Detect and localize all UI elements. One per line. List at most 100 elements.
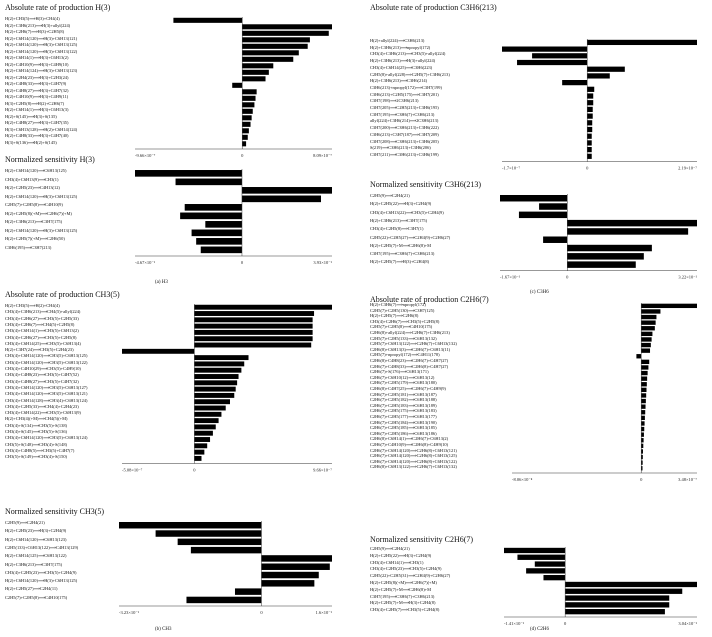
bar [641,382,647,387]
bar [565,602,670,608]
category-label: H(2)+C4H8(33)⟹H(3)+C4H7(9) [5,81,67,86]
category-label: C3H7(211)⟹C3H6(213)+C3H6(199) [370,151,439,157]
category-label: S(219)⟹C3H6(213)+C3H6(206) [370,145,431,151]
bar [200,246,242,254]
category-label: C2H6(7)+C6H14(120)⟹C2H6(8)+C6H13(122) [370,458,457,464]
bar [194,361,245,367]
bar [194,380,238,386]
bar [194,304,332,310]
category-label: C2H5(7)+C6H13(122)⟹C2H6(7)+C6H13(132) [370,341,457,347]
bar [641,348,651,353]
category-label: C2H6(7)+C2H5(184)⟹C6H13(190) [370,419,437,425]
category-label: C2H5(7)+C2H5(8)⟹C4H10(175) [370,324,433,330]
bar [587,66,625,72]
category-label: CH3(4)+C2H6(27)⟹CH3(5)+C2H5(8) [5,334,77,340]
bar [587,126,593,133]
category-label: CH3(4)+C6H14(120)⟹CH3(5)+C6H13(124) [5,435,88,441]
bar [517,554,566,560]
category-label: H(3)+C6H13(128)⟹H(2)+C6H14(124) [5,126,78,132]
category-label: C3H6(213)+C3H7(187)⟹C3H7(209) [370,131,439,137]
category-label: CH3(4)+C2H6(7)⟹CH4(5)+C2H5(8) [5,321,75,327]
bar [242,69,269,75]
panel-h-abs: Absolute rate of production H(3) H(2)+CH3… [5,3,340,163]
category-label: C2H6(7)+C6H14(120)⟹C2H6(8)+C6H13(121) [370,447,457,453]
bar [641,415,645,421]
x-tick-label: -1.7×10⁻⁷ [502,166,521,171]
category-label: C2H6(7)+C4H10(9)⟹C2H6(8)+C4H9(10) [370,442,449,447]
category-label: C2H6(7)+C4H8(33)⟹C2H6(8)+C4H7(27) [370,363,449,369]
x-tick-label: 0 [564,621,567,626]
category-label: H(2)+C6H14(1)⟹H(3)+C6H13(2) [5,55,69,60]
caption-b: (b) CH3 [155,627,172,632]
bar [641,426,645,432]
bar [194,437,211,442]
bar [194,355,249,361]
bar [532,53,588,59]
bar [636,354,642,359]
category-label: H(2)+C2H4(23)⟹H(3)+C2H3(24) [5,74,69,80]
category-label: C2H6(8)+allyl(224)⟹C2H6(7)+C3H6(213) [370,330,450,335]
panel-c2h6-abs: Absolute rate of production C2H6(7) H(2)+… [370,295,705,530]
x-tick-label: 9.66×10⁻⁷ [313,468,332,473]
x-tick-label: 0 [566,275,569,280]
bar [641,443,644,449]
ch3_abs-title: Absolute rate of production CH3(5) [5,290,120,299]
category-label: H(2)+C6H14(125)⟹C6H13(122) [5,553,67,559]
x-tick-label: -1.67×10⁻¹ [500,275,521,280]
x-tick-label: 3.48×10⁻⁷ [678,477,697,482]
category-label: C2H5(9)⟹C2H4(21) [5,520,45,525]
bar [504,547,566,554]
category-label: C2H5(7)+npropyl(172)⟹C4H11(178) [370,352,440,358]
bar [587,106,593,113]
category-label: CH3(4)+C2H5(23)⟹CH3(5)+C2H4(9) [5,569,77,575]
bar [232,82,243,88]
category-label: H(2)+C6H14(120)⟹H(3)+C6H13(125) [5,193,78,199]
bar [234,588,262,595]
category-label: H(2)+CH3(4)(+M)⟹CH4(5)(+M) [5,416,68,422]
bar [567,261,636,268]
category-label: H(2)+C3H6(213)⟹C3H7(175) [370,217,428,223]
category-label: H(2)+C6H14(120)⟹H(3)+C6H13(125) [5,578,78,584]
bar [641,359,650,365]
bar [194,374,239,379]
category-label: H(2)+CH3(5)⟹H(3)+CH4(4) [5,16,60,21]
category-label: CH3(5)+S(149)⟹CH3(4)+S(150) [5,454,67,460]
bar [194,317,313,323]
category-label: C2H6(8)+C4H7(25)⟹C2H6(7)+C4H9(9) [370,386,446,391]
bar [242,134,248,140]
category-label: C3H7(195)⟹C3H6(7)+C3H6(213) [370,593,435,599]
bar [194,424,216,430]
category-label: C2H5(7)+C2H5(133)⟹C6H13(132) [370,335,437,341]
category-label: C2H6(7)+C2H5(181)⟹C6H13(187) [370,391,437,397]
c3h6_abs-plot: -1.7×10⁻⁷ 0 2.19×10⁻⁷ [502,39,697,171]
bar [641,410,646,415]
bar [242,30,329,36]
bar [641,314,657,320]
category-label: C3H6(195)⟹C3H7(213) [5,244,52,250]
x-tick-label: 0 [640,477,643,482]
bar [543,236,568,243]
bar [567,228,689,235]
bar [119,521,262,529]
bar [194,323,313,329]
category-label: C2H5(22)+C2H5(27)⟹C2H4(9)+C2H6(27) [370,234,451,240]
category-label: H(2)+C3H6(213)⟹H(3)+allyl(224) [5,22,71,28]
caption-c: (c) C3H6 [530,290,549,295]
bar [587,86,595,92]
bar [241,187,332,194]
bar [641,376,648,381]
category-label: C2H6(7)+C2H5(177)⟹C6H13(177) [370,414,437,419]
bar [567,244,652,252]
x-tick-label: -8.06×10⁻⁸ [512,477,533,482]
bar [194,386,236,392]
bar [242,37,310,43]
x-tick-label: -3.23×10⁻¹ [119,610,140,615]
category-label: H(2)+C2H5(8)(+M)⟹C2H6(7)(+M) [5,210,72,216]
category-label: H(2)+C2H5(7)+M⟹H(3)+C2H4(8) [370,600,436,606]
category-label: CH3(5)+S(148)⟹CH3(4)+S(148) [5,441,67,447]
category-label: CH3(4)+C6H13(9)⟹CH3(1) [5,176,59,182]
bar [641,342,651,348]
category-label: CH3(4)+C2H5(7)⟹CH3(5)+C2H4(8) [370,607,440,613]
bar [641,454,643,460]
category-label: H(2)+C3H6(213)⟹C3H6(214) [370,78,428,84]
